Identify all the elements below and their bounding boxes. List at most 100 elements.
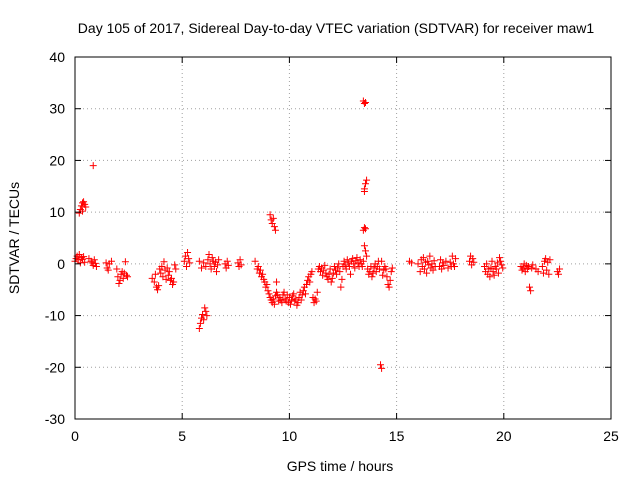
data-point bbox=[182, 262, 190, 270]
data-point bbox=[542, 255, 550, 263]
data-point bbox=[200, 259, 208, 267]
data-point bbox=[271, 226, 279, 234]
data-point bbox=[316, 268, 324, 276]
data-point bbox=[151, 270, 159, 278]
data-point bbox=[528, 264, 536, 272]
data-point bbox=[186, 259, 194, 267]
data-point bbox=[196, 319, 204, 327]
data-point bbox=[290, 290, 298, 298]
data-point bbox=[308, 268, 316, 276]
data-point bbox=[556, 265, 564, 273]
data-point bbox=[416, 268, 424, 276]
data-point bbox=[203, 312, 211, 320]
data-point bbox=[265, 290, 273, 298]
data-point bbox=[270, 300, 278, 308]
y-tick-label: 0 bbox=[57, 256, 65, 272]
data-point bbox=[157, 269, 165, 277]
data-point bbox=[297, 296, 305, 304]
data-point bbox=[202, 307, 210, 315]
data-point bbox=[337, 283, 345, 291]
y-tick-label: 30 bbox=[49, 101, 65, 117]
data-point bbox=[170, 278, 178, 286]
data-point bbox=[165, 268, 173, 276]
data-point bbox=[438, 265, 446, 273]
data-point bbox=[526, 283, 534, 291]
grid-lines bbox=[75, 57, 611, 419]
x-tick-label: 5 bbox=[178, 428, 186, 444]
data-point bbox=[180, 257, 188, 265]
data-point bbox=[292, 295, 300, 303]
data-point bbox=[497, 257, 505, 265]
data-point bbox=[312, 297, 320, 305]
data-point bbox=[347, 270, 355, 278]
data-point bbox=[115, 280, 123, 288]
data-point bbox=[444, 264, 452, 272]
data-point bbox=[104, 266, 112, 274]
data-point bbox=[89, 162, 97, 170]
y-axis-label: SDTVAR / TECUs bbox=[6, 182, 22, 294]
data-point bbox=[378, 364, 386, 372]
data-point bbox=[223, 257, 231, 265]
data-point bbox=[328, 274, 336, 282]
data-point bbox=[256, 266, 264, 274]
data-point bbox=[469, 255, 477, 263]
data-point bbox=[91, 259, 99, 267]
data-point bbox=[255, 269, 263, 277]
y-tick-label: -10 bbox=[45, 308, 65, 324]
data-point bbox=[164, 271, 172, 279]
data-point bbox=[213, 268, 221, 276]
axis-ticks bbox=[74, 56, 612, 420]
data-point bbox=[185, 255, 193, 263]
y-tick-label: 10 bbox=[49, 204, 65, 220]
data-point bbox=[343, 256, 351, 264]
y-tick-labels: -30 -20 -10 0 10 20 30 40 bbox=[45, 49, 65, 427]
data-point bbox=[340, 257, 348, 265]
data-point bbox=[490, 271, 498, 279]
data-point bbox=[102, 259, 110, 267]
data-point bbox=[251, 257, 259, 265]
data-point bbox=[527, 287, 535, 295]
data-point bbox=[326, 265, 334, 273]
data-point bbox=[202, 262, 210, 270]
data-point bbox=[487, 264, 495, 272]
data-point bbox=[150, 278, 158, 286]
x-tick-label: 25 bbox=[603, 428, 619, 444]
data-point bbox=[197, 264, 205, 272]
data-point bbox=[414, 260, 422, 268]
data-point bbox=[278, 299, 286, 307]
data-point bbox=[264, 287, 272, 295]
data-point bbox=[82, 203, 90, 211]
data-point bbox=[368, 273, 376, 281]
data-point bbox=[539, 269, 547, 277]
data-point bbox=[546, 256, 554, 264]
data-point bbox=[378, 257, 386, 265]
data-point bbox=[452, 255, 460, 263]
data-point bbox=[269, 214, 277, 222]
x-tick-label: 10 bbox=[282, 428, 298, 444]
data-point bbox=[493, 259, 501, 267]
data-point bbox=[162, 275, 170, 283]
data-point bbox=[486, 273, 494, 281]
data-point bbox=[429, 266, 437, 274]
data-point bbox=[379, 271, 387, 279]
data-point bbox=[77, 202, 85, 210]
data-point bbox=[81, 258, 89, 266]
data-point bbox=[90, 256, 98, 264]
data-point bbox=[344, 259, 352, 267]
data-point bbox=[79, 207, 87, 215]
data-point bbox=[167, 274, 175, 282]
data-point bbox=[498, 261, 506, 269]
data-point bbox=[215, 256, 223, 264]
data-point bbox=[385, 283, 393, 291]
data-point bbox=[301, 290, 309, 298]
data-point bbox=[499, 264, 507, 272]
data-point bbox=[200, 316, 208, 324]
data-point bbox=[327, 278, 335, 286]
data-point bbox=[288, 296, 296, 304]
data-point bbox=[306, 278, 314, 286]
data-point bbox=[369, 269, 377, 277]
data-point bbox=[321, 261, 329, 269]
data-point bbox=[158, 262, 166, 270]
data-point bbox=[92, 262, 100, 270]
